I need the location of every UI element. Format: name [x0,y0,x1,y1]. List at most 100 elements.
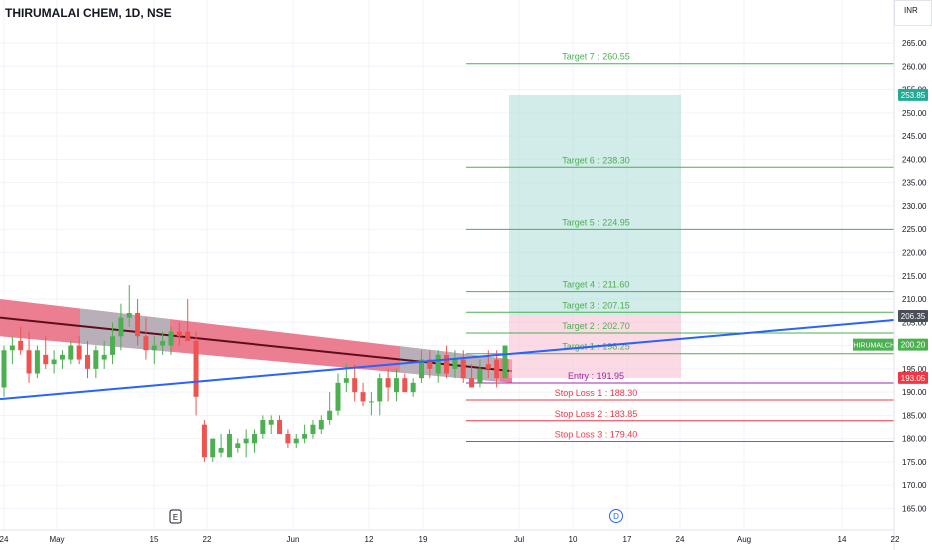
candle-body [368,401,374,403]
y-tick-label: 165.00 [902,505,927,514]
candle-body [85,354,90,369]
candle-body [335,382,341,411]
x-tick-label: 10 [569,535,578,544]
y-tick-label: 180.00 [902,435,927,444]
candle-body [118,317,124,337]
candle-body [243,438,249,444]
y-tick-label: 230.00 [902,202,927,211]
candle-body [151,345,157,351]
level-label: Stop Loss 3 : 179.40 [555,429,638,439]
candle-body [469,378,475,388]
candle-body [435,354,441,374]
trend-line [0,318,895,401]
x-tick-label: Jul [514,535,524,544]
candle-body [502,345,508,379]
candle-body [185,331,191,341]
y-tick-label: 235.00 [902,179,927,188]
y-tick-label: 170.00 [902,481,927,490]
candle-body [18,340,24,351]
price-badge: 193.05 [901,374,926,383]
chart-title: THIRUMALAI CHEM, 1D, NSE [5,6,172,20]
profit-zone [509,94,681,317]
price-badge-bg [898,371,928,384]
level-label: Stop Loss 1 : 188.30 [555,388,638,398]
candle-body [268,420,274,425]
candle-body [9,345,15,351]
candle-body [210,438,216,458]
y-tick-label: 175.00 [902,458,927,467]
earnings-marker: E [173,513,178,522]
candle-body [285,434,291,444]
candle-body [310,424,316,435]
candle-body [393,378,399,393]
candle-body [460,359,466,379]
candle-body [110,336,116,355]
y-tick-label: 265.00 [902,39,927,48]
level-label: Target 2 : 202.70 [562,321,630,331]
x-tick-label: 17 [623,535,632,544]
y-tick-label: 260.00 [902,62,927,71]
candle-body [135,312,141,337]
candle-body [343,378,349,383]
price-badge: 200.20 [901,341,926,350]
candle-body [260,420,266,435]
candle-body [427,359,433,369]
x-tick-label: 15 [150,535,159,544]
candle-body [176,331,182,337]
level-label: Target 7 : 260.55 [562,52,630,62]
candle-body [26,350,32,374]
candle-body [235,443,241,448]
y-tick-label: 195.00 [902,365,927,374]
price-badge: 206.35 [901,312,926,321]
candle-body [252,434,257,444]
candle-body [302,434,308,439]
candle-body [34,350,40,374]
price-badge: 253.85 [901,91,926,100]
candle-body [360,392,366,402]
y-tick-label: 185.00 [902,411,927,420]
candle-body [218,447,224,453]
candle-body [126,312,132,318]
candle-body [277,420,283,435]
candle-body [1,350,7,388]
candle-body [168,331,174,346]
candle-body [419,359,424,379]
dividend-marker: D [613,512,619,521]
x-tick-label: Aug [737,535,751,544]
level-label: Entry : 191.95 [568,371,624,381]
candle-body [494,359,500,379]
y-tick-label: 205.00 [902,318,927,327]
candle-body [385,378,391,388]
candle-body [43,354,49,365]
y-tick-label: 190.00 [902,388,927,397]
y-tick-label: 245.00 [902,132,927,141]
candle-body [318,420,324,430]
candle-body [68,345,74,360]
currency-label: INR [904,6,918,15]
candle-body [193,340,199,397]
price-badge-bg [898,88,928,101]
candle-body [377,378,383,402]
y-tick-label: 215.00 [902,272,927,281]
candle-body [143,336,149,351]
symbol-badge-bg [853,338,897,351]
candle-body [485,364,491,369]
x-tick-label: 12 [365,535,374,544]
candle-body [226,434,232,458]
candle-body [402,378,408,393]
candle-body [327,410,333,421]
symbol-badge: THIRUMALCHM [849,343,901,350]
x-tick-label: 24 [676,535,685,544]
x-tick-label: 19 [419,535,428,544]
candle-body [352,378,358,393]
candle-body [51,359,57,365]
x-tick-label: Jun [287,535,300,544]
candle-body [293,438,299,444]
candle-body [101,354,107,360]
candle-body [201,424,207,458]
ma-line [0,316,513,373]
x-tick-label: 22 [891,535,900,544]
x-tick-label: 24 [0,535,9,544]
x-tick-label: May [49,535,64,544]
